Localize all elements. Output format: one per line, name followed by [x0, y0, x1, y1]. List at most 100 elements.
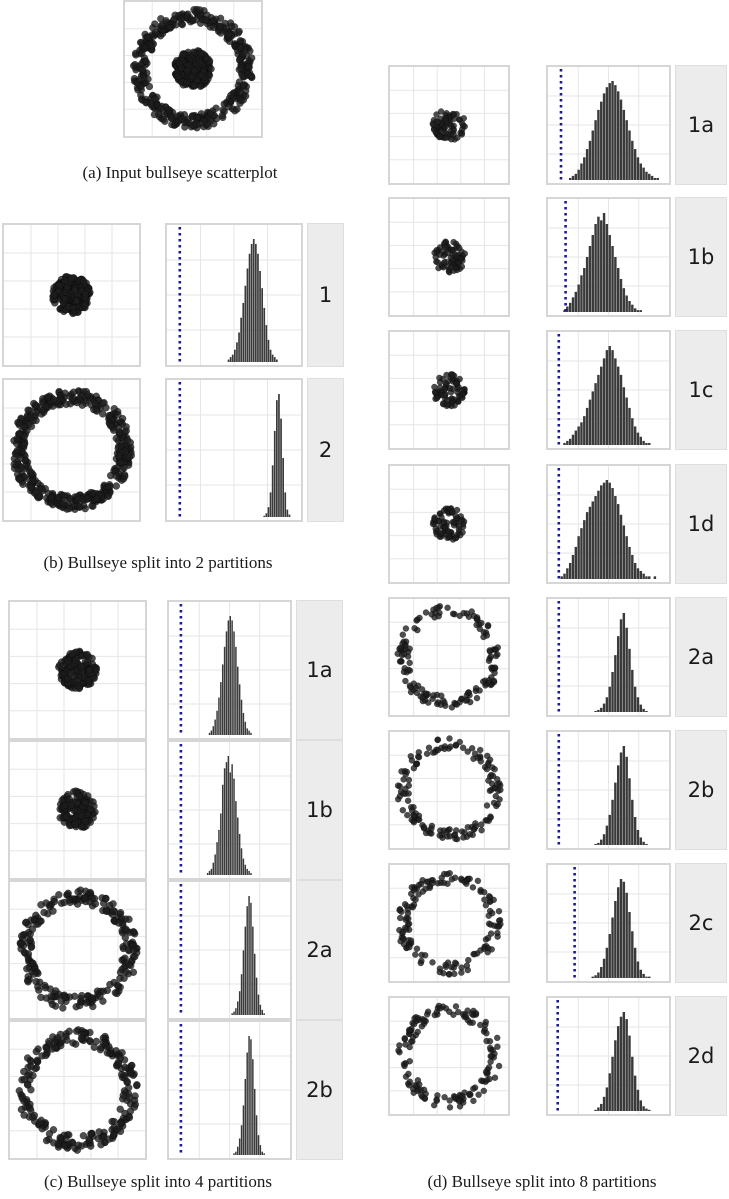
- strip-label: 2c: [688, 911, 714, 935]
- scatter-point: [32, 1047, 41, 1056]
- scatter-point: [406, 943, 413, 951]
- scatter-point: [459, 744, 467, 752]
- scatter-point: [399, 631, 407, 638]
- histogram-bar: [653, 576, 657, 579]
- histogram-bar: [235, 801, 237, 875]
- scatter-point: [196, 82, 205, 91]
- scatter-point: [403, 914, 410, 922]
- scatter-point: [404, 797, 412, 805]
- histogram-bar: [571, 297, 575, 312]
- scatter-point: [38, 1124, 46, 1133]
- histogram-bar: [633, 947, 637, 978]
- scatter-point: [472, 1010, 480, 1017]
- scatter-point: [429, 879, 436, 887]
- histogram-bar: [605, 825, 609, 845]
- scatter-point: [27, 1062, 35, 1071]
- histogram-bar: [602, 1096, 606, 1111]
- scatter-point: [27, 483, 35, 492]
- scatter-point: [109, 907, 117, 915]
- scatter-point: [247, 72, 256, 80]
- scatter-point: [450, 519, 458, 526]
- scatter-point: [471, 950, 478, 958]
- scatter-point: [456, 522, 463, 530]
- histogram-bar: [611, 488, 614, 579]
- scatter-point: [142, 99, 150, 107]
- histogram-bar: [240, 699, 243, 735]
- histogram-bar: [242, 950, 245, 1015]
- scatter-point: [158, 21, 166, 29]
- scatter-point: [414, 1028, 421, 1036]
- histogram-bar: [583, 157, 586, 180]
- scatter-point: [452, 741, 460, 749]
- histogram-bar: [597, 1107, 600, 1111]
- histogram-bar: [602, 482, 606, 579]
- histogram-bar: [616, 366, 620, 446]
- scatter-point: [212, 104, 220, 112]
- scatter-point: [480, 1087, 488, 1095]
- scatter-point: [455, 244, 463, 252]
- histogram-bar: [560, 576, 563, 579]
- histogram-bar: [263, 1013, 265, 1015]
- histogram-bar: [585, 149, 589, 180]
- histogram-bar: [628, 301, 631, 312]
- histogram-bar: [608, 346, 611, 445]
- histogram-bar: [594, 975, 597, 978]
- scatter-point: [67, 669, 75, 678]
- scatter-point: [218, 111, 226, 120]
- histogram-bar: [236, 342, 238, 362]
- scatter-point: [237, 64, 245, 72]
- strip-label: 2a: [687, 645, 715, 669]
- scatter-point: [426, 829, 433, 837]
- histogram-bar: [571, 434, 575, 445]
- scatter-point: [422, 885, 429, 892]
- scatter-point: [118, 1048, 126, 1057]
- histogram-bar: [608, 934, 611, 978]
- scatter-point: [491, 1074, 499, 1081]
- histogram-bar: [611, 1056, 614, 1111]
- histogram-bar: [608, 83, 611, 180]
- scatter-point: [413, 617, 420, 624]
- histogram-bar: [588, 140, 592, 180]
- scatter-point: [29, 1113, 37, 1122]
- scatter-point: [483, 1076, 491, 1084]
- scatter-point: [452, 512, 460, 520]
- histogram-bar: [645, 843, 648, 845]
- histogram-bar: [577, 169, 580, 180]
- histogram-bar: [591, 130, 594, 180]
- histogram-bar: [600, 220, 603, 312]
- scatter-point: [430, 606, 437, 613]
- histogram-bar: [636, 310, 640, 312]
- histogram-bar: [225, 631, 228, 735]
- scatter-point: [129, 968, 138, 977]
- histogram-bar: [220, 813, 222, 875]
- partition-scatter-d-1b: [388, 197, 510, 317]
- histogram-bar: [628, 778, 631, 845]
- scatter-point: [81, 290, 90, 298]
- scatter-point: [486, 647, 493, 654]
- scatter-point: [42, 1051, 50, 1060]
- scatter-point: [50, 291, 59, 299]
- partition-histogram-d-1a-svg: [548, 67, 669, 183]
- partition-scatter-b-1: [2, 223, 141, 367]
- scatter-point: [173, 72, 181, 81]
- scatter-point: [123, 436, 132, 444]
- histogram-bar: [238, 1138, 241, 1155]
- histogram-bar: [242, 1105, 245, 1155]
- scatter-point: [155, 110, 163, 118]
- scatter-point: [71, 1040, 80, 1048]
- histogram-bar: [611, 917, 614, 978]
- scatter-point: [67, 801, 75, 810]
- scatter-point: [473, 694, 481, 702]
- histogram-bar: [597, 216, 600, 312]
- scatter-point: [17, 932, 26, 940]
- scatter-point: [247, 54, 256, 62]
- histogram-bar: [602, 213, 606, 312]
- histogram-bar: [625, 120, 628, 180]
- histogram-bar: [611, 81, 614, 180]
- scatter-point: [20, 432, 29, 441]
- histogram-bar: [616, 268, 620, 312]
- scatter-point: [131, 952, 139, 961]
- histogram-bar: [591, 391, 594, 445]
- histogram-bar: [597, 374, 600, 446]
- scatter-point: [453, 253, 461, 260]
